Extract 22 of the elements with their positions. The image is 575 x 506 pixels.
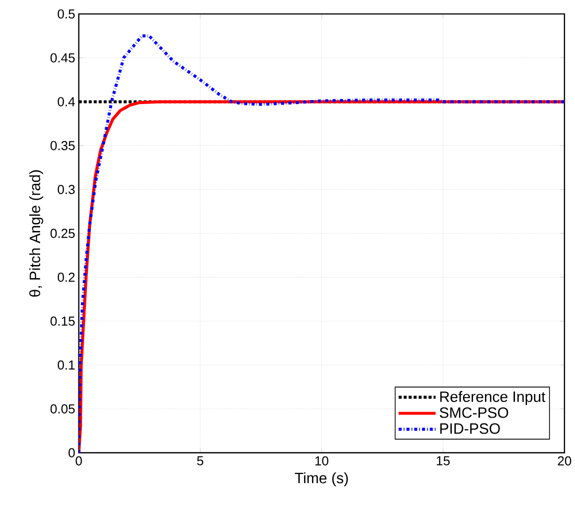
y-tick-label: 0: [68, 448, 75, 458]
x-tick-label: 20: [558, 456, 572, 466]
x-tick-label: 5: [197, 456, 204, 466]
legend-label: SMC-PSO: [440, 408, 508, 418]
x-axis-title: Time (s): [294, 472, 348, 486]
line-series: [78, 34, 564, 453]
y-tick-label: 0.2: [58, 272, 75, 282]
x-tick-label: 10: [315, 456, 328, 466]
x-tick-label: 15: [436, 456, 450, 466]
y-tick-label: 0.3: [58, 185, 75, 194]
legend-label: Reference Input: [440, 391, 546, 406]
legend-label: PID-PSO: [440, 423, 500, 434]
y-tick-label: 0.05: [50, 404, 75, 414]
x-tick-label: 0: [76, 456, 82, 466]
y-tick-label: 0.35: [50, 141, 75, 150]
y-tick-label: 0.4: [58, 97, 75, 106]
y-tick-label: 0.15: [50, 316, 75, 326]
y-tick-label: 0.45: [50, 53, 75, 63]
y-axis-title: θ, Pitch Angle (rad): [29, 170, 44, 297]
y-tick-label: 0.25: [50, 228, 75, 238]
y-tick-label: 0.1: [58, 360, 75, 370]
y-tick-label: 0.5: [58, 10, 75, 19]
